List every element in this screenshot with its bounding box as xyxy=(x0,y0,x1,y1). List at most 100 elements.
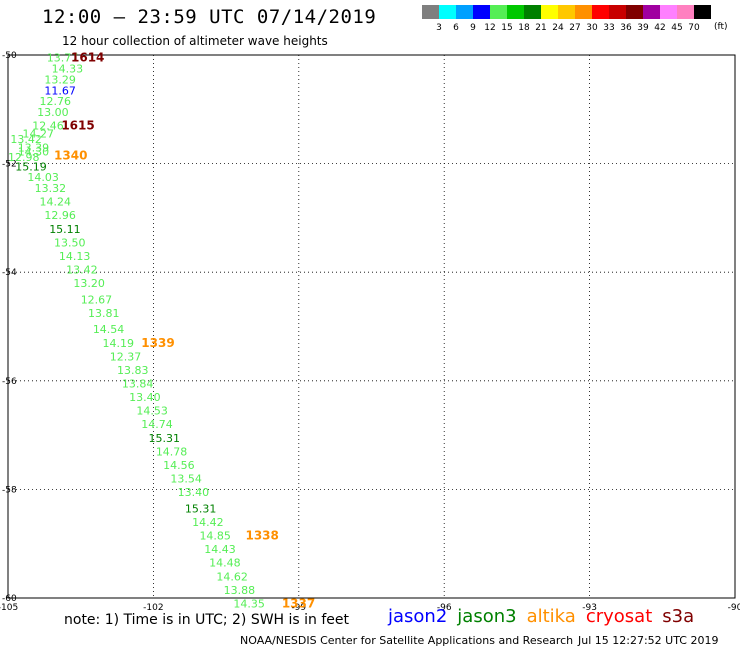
wave-height-label: 13.32 xyxy=(35,182,66,195)
lat-tick-label: -60 xyxy=(2,594,17,604)
wave-height-label: 14.54 xyxy=(93,323,125,336)
wave-height-label: 14.62 xyxy=(216,570,248,583)
color-bin-15 xyxy=(677,5,694,19)
wave-height-label: 14.43 xyxy=(204,543,236,556)
pass-time-label: 1338 xyxy=(245,529,278,543)
lat-tick-label: -56 xyxy=(2,377,17,387)
lon-tick-label: -102 xyxy=(143,603,163,613)
color-bin-label: 18 xyxy=(518,23,530,33)
wave-height-label: 13.00 xyxy=(37,106,69,119)
generation-timestamp: Jul 15 12:27:52 UTC 2019 xyxy=(578,634,719,647)
lat-tick-label: -58 xyxy=(2,485,17,495)
color-bin-label: 24 xyxy=(552,23,564,33)
satellite-s3a: s3a xyxy=(662,606,695,627)
color-bin-label: 45 xyxy=(671,23,682,33)
satellite-jason3: jason3 xyxy=(457,606,517,627)
page-subtitle: 12 hour collection of altimeter wave hei… xyxy=(62,34,328,48)
color-bin-label: 33 xyxy=(603,23,614,33)
wave-height-label: 14.35 xyxy=(233,597,265,610)
wave-height-label: 15.31 xyxy=(149,432,181,445)
lon-tick-label: -99 xyxy=(291,603,306,613)
wave-height-label: 13.29 xyxy=(44,73,76,86)
color-bin-label: 70 xyxy=(688,23,700,33)
wave-height-label: 11.67 xyxy=(44,84,76,97)
satellite-altika: altika xyxy=(526,606,576,627)
color-bin-9 xyxy=(575,5,592,19)
color-bin-10 xyxy=(592,5,609,19)
wave-height-label: 14.78 xyxy=(156,445,188,458)
wave-height-label: 12.37 xyxy=(110,350,142,363)
wave-height-label: 13.20 xyxy=(73,277,105,290)
satellite-jason2: jason2 xyxy=(388,606,448,627)
wave-height-label: 14.24 xyxy=(40,196,72,209)
wave-height-label: 14.13 xyxy=(59,250,91,263)
color-bin-label: 39 xyxy=(637,23,649,33)
wave-height-label: 13.81 xyxy=(88,307,120,320)
wave-height-label: 13.40 xyxy=(129,391,161,404)
wave-height-label: 14.33 xyxy=(52,63,83,76)
color-bin-16 xyxy=(694,5,711,19)
color-bin-12 xyxy=(626,5,643,19)
wave-height-label: 14.42 xyxy=(192,516,224,529)
color-bin-14 xyxy=(660,5,677,19)
color-bin-0 xyxy=(422,5,439,19)
lon-tick-label: -90 xyxy=(728,603,740,613)
wave-height-label: 12.76 xyxy=(40,95,72,108)
pass-time-label: 1339 xyxy=(141,336,174,350)
wave-height-label: 15.19 xyxy=(15,160,47,173)
wave-height-label: 14.27 xyxy=(23,128,55,141)
color-bin-label: 21 xyxy=(535,23,546,33)
color-bin-label: 42 xyxy=(654,23,665,33)
satellite-legend: jason2 jason3 altika cryosat s3a xyxy=(388,606,704,627)
wave-height-label: 14.85 xyxy=(199,530,231,543)
wave-height-label: 12.98 xyxy=(8,151,40,164)
color-bin-label: 6 xyxy=(453,23,459,33)
wave-height-label: 14.53 xyxy=(136,405,168,418)
pass-time-label: 1614 xyxy=(71,51,104,65)
satellite-cryosat: cryosat xyxy=(585,606,653,627)
wave-height-label: 14.03 xyxy=(27,171,58,184)
wave-height-label: 14.19 xyxy=(103,337,135,350)
wave-height-label: 12.96 xyxy=(44,209,76,222)
wave-height-label: 12.67 xyxy=(81,293,113,306)
wave-height-label: 13.50 xyxy=(54,236,86,249)
pass-time-label: 1340 xyxy=(54,148,87,162)
color-bin-1 xyxy=(439,5,456,19)
wave-height-label: 15.11 xyxy=(49,223,81,236)
wave-height-label: 14.74 xyxy=(141,418,173,431)
color-bin-label: 36 xyxy=(620,23,632,33)
footer-note: note: 1) Time is in UTC; 2) SWH is in fe… xyxy=(64,612,350,628)
wave-height-label: 13.88 xyxy=(224,584,256,597)
lat-tick-label: -50 xyxy=(2,51,17,61)
pass-time-label: 1337 xyxy=(282,596,315,610)
color-bin-2 xyxy=(456,5,473,19)
wave-height-label: 14.30 xyxy=(18,146,50,159)
color-bin-label: 27 xyxy=(569,23,580,33)
wave-height-label: 15.31 xyxy=(185,502,217,515)
wave-height-label: 14.56 xyxy=(163,459,195,472)
lon-tick-label: -96 xyxy=(437,603,452,613)
color-scale-unit: (ft) xyxy=(714,22,728,32)
color-bin-3 xyxy=(473,5,490,19)
wave-height-label: 13.40 xyxy=(178,486,210,499)
lon-tick-label: -105 xyxy=(0,603,18,613)
color-bin-13 xyxy=(643,5,660,19)
color-bin-11 xyxy=(609,5,626,19)
color-bin-8 xyxy=(558,5,575,19)
lat-tick-label: -54 xyxy=(2,268,17,278)
color-bin-label: 15 xyxy=(501,23,512,33)
page-title: 12:00 – 23:59 UTC 07/14/2019 xyxy=(42,6,377,28)
color-bin-4 xyxy=(490,5,507,19)
wave-height-label: 13.84 xyxy=(122,378,154,391)
credit-line: NOAA/NESDIS Center for Satellite Applica… xyxy=(240,634,574,647)
color-bin-label: 9 xyxy=(470,23,476,33)
color-bin-5 xyxy=(507,5,524,19)
pass-time-label: 1615 xyxy=(61,119,94,133)
color-bin-7 xyxy=(541,5,558,19)
color-bin-label: 3 xyxy=(436,23,442,33)
wave-height-label: 12.46 xyxy=(32,120,64,133)
wave-height-label: 13.39 xyxy=(18,141,50,154)
wave-height-label: 13.83 xyxy=(117,364,149,377)
wave-height-label: 13.42 xyxy=(66,263,98,276)
